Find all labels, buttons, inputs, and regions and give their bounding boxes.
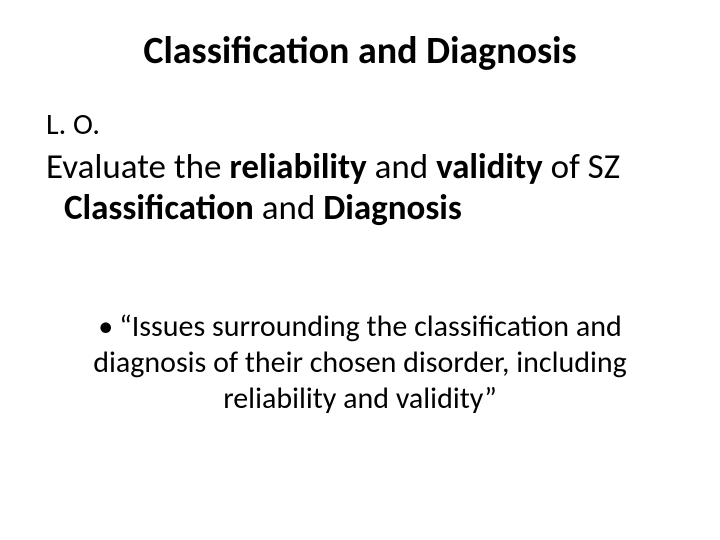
lo-word-classification: Classification	[64, 187, 254, 229]
lo-word-diagnosis: Diagnosis	[323, 187, 462, 229]
lo-text-prefix: Evaluate the	[46, 146, 229, 188]
learning-objective-body: Evaluate the reliability and validity of…	[46, 147, 674, 230]
lo-text-mid1: and	[367, 146, 436, 188]
bullet-icon: •	[98, 312, 113, 342]
lo-text-mid3: and	[254, 187, 323, 229]
learning-objective-label: L. O.	[46, 108, 674, 141]
slide-title: Classification and Diagnosis	[46, 30, 674, 74]
slide-root: Classification and Diagnosis L. O. Evalu…	[0, 0, 720, 540]
lo-word-reliability: reliability	[229, 146, 366, 188]
lo-word-validity: validity	[436, 146, 543, 188]
lo-text-mid2: of SZ	[543, 146, 620, 188]
quote-block: •“Issues surrounding the classification …	[46, 309, 674, 417]
quote-text: “Issues surrounding the classification a…	[93, 308, 627, 417]
